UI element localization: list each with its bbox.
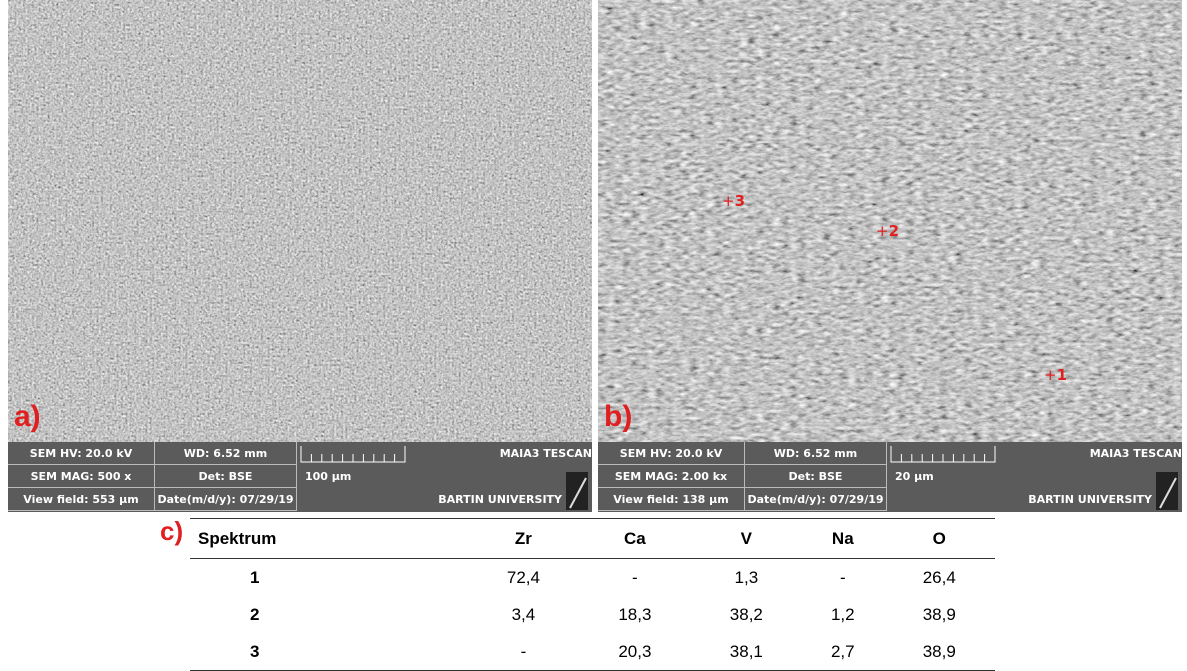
table-cell: 1 bbox=[190, 559, 468, 597]
info-scale: 20 μm bbox=[895, 465, 1045, 488]
info-brand: MAIA3 TESCAN bbox=[982, 442, 1182, 465]
marker-cross: + bbox=[876, 222, 889, 240]
logo bbox=[566, 472, 588, 510]
texture bbox=[8, 0, 592, 442]
header-cell: Ca bbox=[579, 519, 690, 559]
header-cell: Zr bbox=[468, 519, 579, 559]
panel-label: a) bbox=[14, 400, 41, 434]
marker-label: 2 bbox=[889, 222, 899, 240]
ruler bbox=[301, 446, 405, 462]
header-cell: V bbox=[691, 519, 802, 559]
table-cell: 38,9 bbox=[884, 596, 995, 633]
info-det: Det: BSE bbox=[745, 465, 887, 488]
info-wd: WD: 6.52 mm bbox=[745, 442, 887, 465]
marker-label: 1 bbox=[1057, 366, 1067, 384]
sem-texture bbox=[598, 0, 1182, 442]
table-cell: 20,3 bbox=[579, 633, 690, 671]
marker-cross: + bbox=[1044, 366, 1057, 384]
table-cell: 2 bbox=[190, 596, 468, 633]
info-date: Date(m/d/y): 07/29/19 bbox=[745, 488, 887, 511]
panel-label: b) bbox=[604, 400, 632, 434]
info-scale: 100 μm bbox=[305, 465, 455, 488]
scale-ruler bbox=[890, 444, 996, 463]
sem-texture bbox=[8, 0, 592, 442]
table-cell: 26,4 bbox=[884, 559, 995, 597]
table-cell: 1,2 bbox=[802, 596, 883, 633]
info-mag: SEM MAG: 500 x bbox=[8, 465, 155, 488]
table-label: c) bbox=[160, 516, 183, 547]
sem-image bbox=[8, 0, 592, 442]
info-hv: SEM HV: 20.0 kV bbox=[8, 442, 155, 465]
scale-bar bbox=[300, 444, 406, 463]
info-det: Det: BSE bbox=[155, 465, 297, 488]
table-cell: 3,4 bbox=[468, 596, 579, 633]
page: {"panels": [ {"label": "a)", "info": {"h… bbox=[0, 0, 1187, 666]
table-cell: 38,9 bbox=[884, 633, 995, 671]
table-cell: - bbox=[802, 559, 883, 597]
logo-line bbox=[570, 478, 586, 508]
info-field: View field: 553 μm bbox=[8, 488, 155, 511]
texture bbox=[598, 0, 1182, 442]
table-cell: 38,1 bbox=[691, 633, 802, 671]
ruler bbox=[891, 446, 995, 462]
scale-bar bbox=[890, 444, 996, 463]
marker: +3 bbox=[722, 192, 745, 210]
marker-cross: + bbox=[722, 192, 735, 210]
header-cell: Na bbox=[802, 519, 883, 559]
info-wd: WD: 6.52 mm bbox=[155, 442, 297, 465]
table-cell: 3 bbox=[190, 633, 468, 671]
header-cell: Spektrum bbox=[190, 519, 468, 559]
marker: +2 bbox=[876, 222, 899, 240]
info-univ: BARTIN UNIVERSITY bbox=[952, 488, 1152, 511]
logo-mark bbox=[1156, 472, 1178, 510]
table-cell: 38,2 bbox=[691, 596, 802, 633]
table-cell: - bbox=[579, 559, 690, 597]
table-cell: 2,7 bbox=[802, 633, 883, 671]
logo-mark bbox=[566, 472, 588, 510]
logo bbox=[1156, 472, 1178, 510]
marker: +1 bbox=[1044, 366, 1067, 384]
info-univ: BARTIN UNIVERSITY bbox=[362, 488, 562, 511]
table-cell: 72,4 bbox=[468, 559, 579, 597]
table-cell: 18,3 bbox=[579, 596, 690, 633]
marker-label: 3 bbox=[735, 192, 745, 210]
sem-image bbox=[598, 0, 1182, 442]
info-hv: SEM HV: 20.0 kV bbox=[598, 442, 745, 465]
table-cell: - bbox=[468, 633, 579, 671]
info-brand: MAIA3 TESCAN bbox=[392, 442, 592, 465]
scale-ruler bbox=[300, 444, 406, 463]
info-mag: SEM MAG: 2.00 kx bbox=[598, 465, 745, 488]
header-cell: O bbox=[884, 519, 995, 559]
table-cell: 1,3 bbox=[691, 559, 802, 597]
info-date: Date(m/d/y): 07/29/19 bbox=[155, 488, 297, 511]
info-field: View field: 138 μm bbox=[598, 488, 745, 511]
logo-line bbox=[1160, 478, 1176, 508]
